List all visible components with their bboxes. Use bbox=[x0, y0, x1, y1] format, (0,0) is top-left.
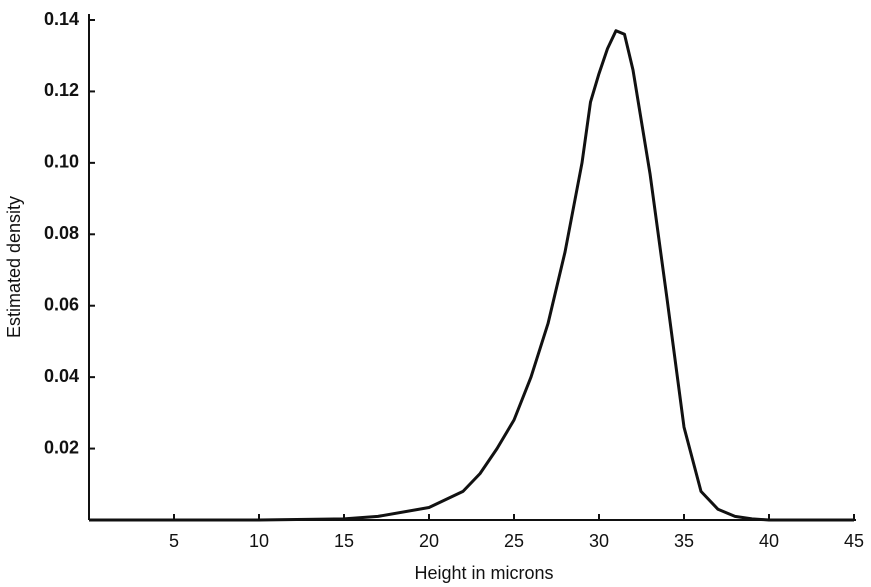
x-tick-label: 35 bbox=[674, 531, 694, 551]
x-tick-label: 30 bbox=[589, 531, 609, 551]
x-tick-label: 5 bbox=[169, 531, 179, 551]
x-tick-label: 10 bbox=[249, 531, 269, 551]
x-tick-label: 20 bbox=[419, 531, 439, 551]
x-tick-label: 15 bbox=[334, 531, 354, 551]
y-tick-label: 0.10 bbox=[44, 152, 79, 172]
y-tick-label: 0.12 bbox=[44, 80, 79, 100]
y-tick-label: 0.08 bbox=[44, 223, 79, 243]
y-tick-label: 0.06 bbox=[44, 294, 79, 314]
x-axis-label: Height in microns bbox=[414, 563, 553, 583]
density-line bbox=[89, 29, 854, 522]
y-tick-label: 0.14 bbox=[44, 9, 79, 29]
y-axis-label: Estimated density bbox=[4, 196, 24, 338]
y-tick-label: 0.02 bbox=[44, 437, 79, 457]
x-tick-label: 25 bbox=[504, 531, 524, 551]
x-tick-label: 40 bbox=[759, 531, 779, 551]
y-tick-label: 0.04 bbox=[44, 366, 79, 386]
x-tick-label: 45 bbox=[844, 531, 864, 551]
